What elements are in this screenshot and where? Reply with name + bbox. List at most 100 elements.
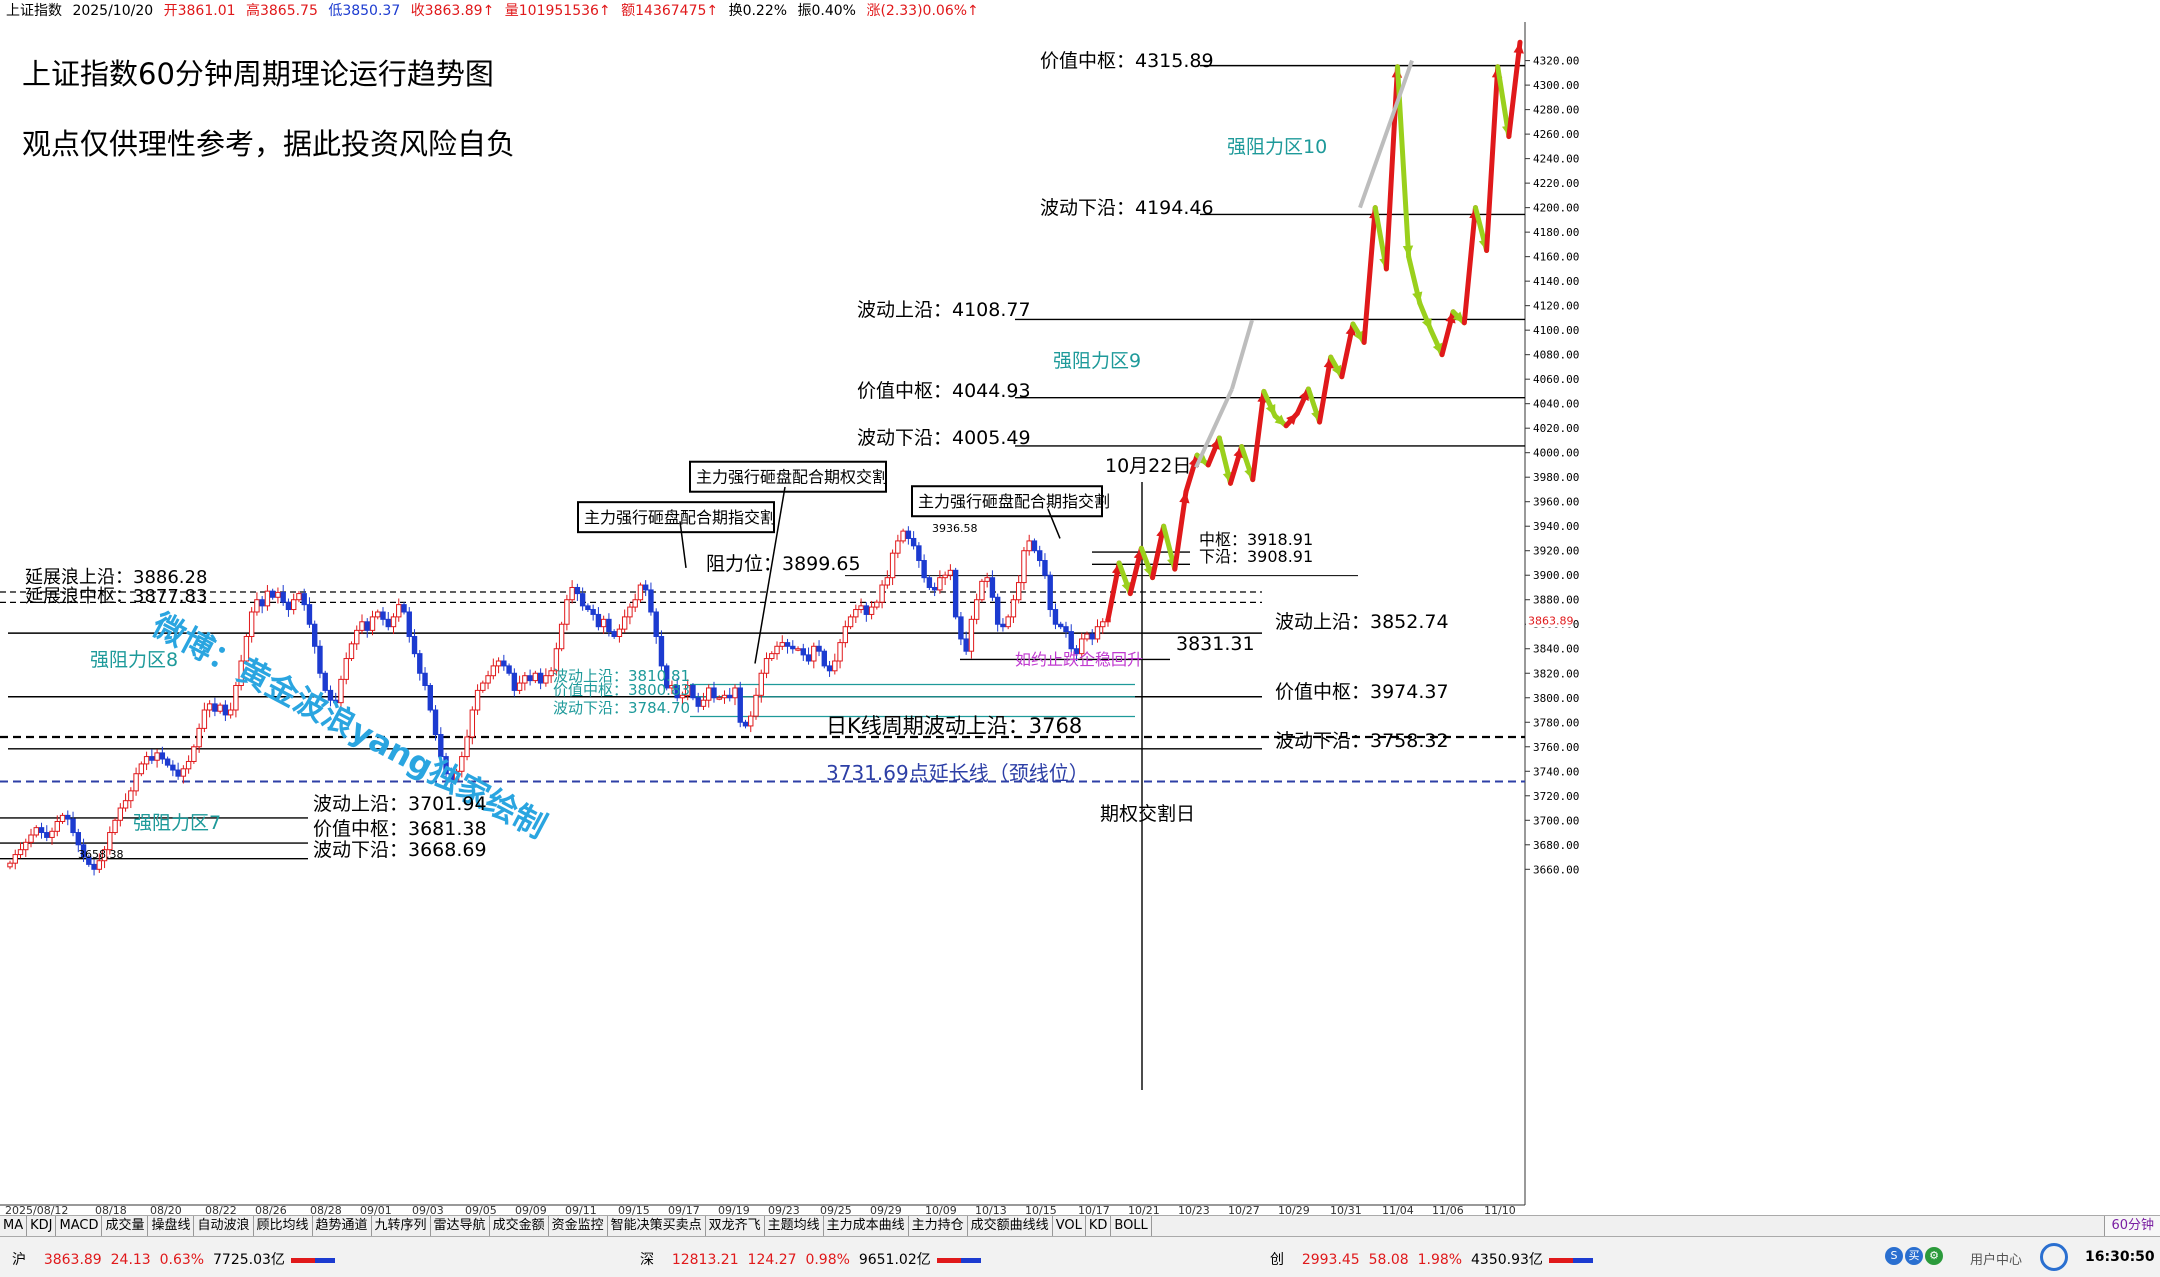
candle-body <box>937 577 943 591</box>
indicator-tab[interactable]: 主力成本曲线 <box>824 1216 909 1236</box>
x-tick-label: 09/03 <box>412 1204 444 1215</box>
y-tick-label: 4080.00 <box>1533 349 1579 362</box>
y-tick-label: 4020.00 <box>1533 422 1579 435</box>
candle-body <box>606 618 612 633</box>
indicator-tab[interactable]: KDJ <box>27 1216 57 1236</box>
resist-label: 阻力位：3899.65 <box>706 553 861 575</box>
ext-upper-label: 延展浪上沿：3886.28 <box>25 567 207 588</box>
x-tick-label: 08/22 <box>205 1204 237 1215</box>
sz-chg: 124.27 <box>747 1252 797 1268</box>
f-mid-4315-label: 价值中枢：4315.89 <box>1040 50 1214 72</box>
candle-body <box>837 642 843 662</box>
candle-body <box>537 672 544 684</box>
callout-text: 主力强行砸盘配合期指交割 <box>584 508 776 527</box>
candle-body <box>821 650 828 667</box>
cy-market[interactable]: 创 2993.45 58.08 1.98% 4350.93亿 <box>1270 1249 1594 1269</box>
index-name: 上证指数 <box>6 3 62 19</box>
candle-body <box>12 854 18 864</box>
indicator-tab[interactable]: MACD <box>56 1216 103 1236</box>
projection-arrow <box>1179 491 1190 504</box>
candle-body <box>44 832 50 838</box>
candle-body <box>858 605 864 611</box>
kline-chart[interactable]: 3660.00 3680.00 3700.00 3720.00 3740.00 3760.… <box>0 0 2160 1215</box>
indicator-tab[interactable]: KD <box>1086 1216 1112 1236</box>
candle-body <box>600 618 607 628</box>
candle-body <box>154 752 160 761</box>
settings-icon[interactable]: ⚙ <box>1925 1247 1943 1265</box>
candle-body <box>963 638 969 652</box>
candle-body <box>1010 599 1017 618</box>
candle-body <box>75 832 81 846</box>
candle-body <box>590 609 596 615</box>
y-tick-label: 4280.00 <box>1533 104 1579 117</box>
candle-body <box>737 687 743 723</box>
cy-price: 2993.45 <box>1301 1252 1360 1268</box>
candle-body <box>826 665 833 672</box>
candle-body <box>863 605 870 615</box>
peak-label: 3936.58 <box>932 522 978 535</box>
y-tick-label: 4100.00 <box>1533 324 1579 337</box>
connection-icon <box>2040 1243 2068 1271</box>
sz-market[interactable]: 深 12813.21 124.27 0.98% 9651.02亿 <box>640 1249 982 1269</box>
indicator-tab[interactable]: 主力持仓 <box>909 1216 968 1236</box>
volume: 量101951536↑ <box>504 3 611 19</box>
candle-body <box>354 629 360 645</box>
projection-arrow <box>1265 403 1276 416</box>
candle-body <box>474 689 481 711</box>
candle-body <box>254 599 260 613</box>
indicator-tab[interactable]: 智能决策买卖点 <box>608 1216 706 1236</box>
candle-body <box>748 715 754 727</box>
candle-body <box>669 685 675 689</box>
candle-body <box>480 682 486 691</box>
indicator-tab[interactable]: 雷达导航 <box>431 1216 490 1236</box>
indicator-tab[interactable]: VOL <box>1053 1216 1086 1236</box>
indicator-tab[interactable]: 九转序列 <box>372 1216 431 1236</box>
indicator-tab[interactable]: 资金监控 <box>549 1216 608 1236</box>
indicator-tab[interactable]: 主题均线 <box>765 1216 824 1236</box>
f-lower-4194-label: 波动下沿：4194.46 <box>1040 197 1214 219</box>
cy-name: 创 <box>1270 1252 1284 1268</box>
candle-body <box>1079 638 1085 655</box>
indicator-tab[interactable]: 操盘线 <box>148 1216 195 1236</box>
s-icon[interactable]: S <box>1885 1247 1903 1265</box>
zone10-label: 强阻力区10 <box>1227 136 1327 158</box>
y-tick-label: 4060.00 <box>1533 373 1579 386</box>
low-price: 低3850.37 <box>328 3 401 19</box>
indicator-tab[interactable]: 顾比均线 <box>254 1216 313 1236</box>
candle-body <box>327 689 334 701</box>
candle-body <box>632 599 638 608</box>
trough-label: 3658.38 <box>78 848 124 861</box>
y-tick-label: 3980.00 <box>1533 471 1579 484</box>
candle-body <box>1089 633 1095 640</box>
indicator-tab[interactable]: 成交额曲线线 <box>968 1216 1053 1236</box>
period-selector[interactable]: 60分钟 <box>2104 1216 2160 1236</box>
candle-body <box>227 709 234 716</box>
small-upper-label: 波动上沿：3810.81 <box>553 667 690 685</box>
candle-body <box>1063 626 1069 633</box>
x-tick-label: 10/17 <box>1078 1204 1110 1215</box>
y-tick-label: 3840.00 <box>1533 643 1579 656</box>
indicator-tab[interactable]: 成交金额 <box>490 1216 549 1236</box>
y-tick-label: 3720.00 <box>1533 790 1579 803</box>
user-center-link[interactable]: 用户中心 <box>1970 1253 2023 1268</box>
candle-body <box>1037 550 1043 562</box>
candle-body <box>248 611 255 637</box>
indicator-tab[interactable]: BOLL <box>1111 1216 1152 1236</box>
indicator-tab[interactable]: MA <box>0 1216 28 1236</box>
sh-market[interactable]: 沪 3863.89 24.13 0.63% 7725.03亿 <box>12 1249 336 1269</box>
y-tick-label: 4240.00 <box>1533 153 1579 166</box>
buy-icon[interactable]: 买 <box>1905 1247 1923 1265</box>
candle-body <box>243 635 250 662</box>
indicator-tab[interactable]: 双龙齐飞 <box>706 1216 765 1236</box>
callout-box <box>911 485 1103 518</box>
candle-body <box>275 591 281 598</box>
y-tick-label: 4120.00 <box>1533 300 1579 313</box>
close-price: 收3863.89↑ <box>410 3 495 19</box>
candle-body <box>343 658 349 680</box>
candle-body <box>1026 540 1032 552</box>
indicator-tab[interactable]: 趋势通道 <box>313 1216 372 1236</box>
candle-body <box>238 660 244 687</box>
indicator-tab[interactable]: 成交量 <box>102 1216 149 1236</box>
indicator-tab[interactable]: 自动波浪 <box>194 1216 254 1236</box>
candle-body <box>448 773 455 781</box>
